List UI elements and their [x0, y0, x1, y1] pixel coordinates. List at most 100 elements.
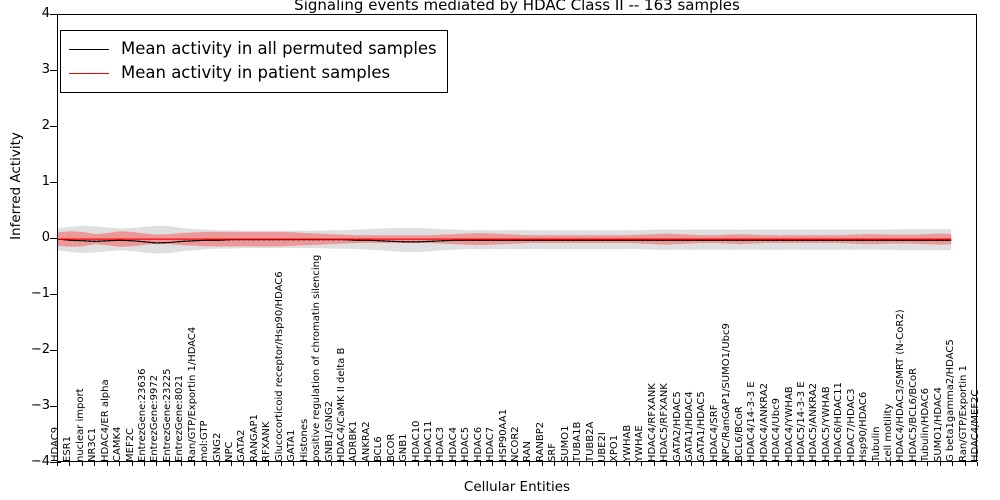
x-tick-label: HDAC4 [447, 426, 459, 462]
x-tick-mark [330, 462, 332, 466]
x-tick-label: UBE2I [597, 432, 609, 462]
x-tick-mark [927, 462, 929, 466]
y-tick-mark [50, 294, 57, 295]
x-tick-mark [579, 462, 581, 466]
x-tick-mark [566, 462, 568, 466]
x-tick-label: HDAC6 [472, 426, 484, 462]
x-tick-mark [815, 462, 817, 466]
x-tick-label: GATA1/HDAC4 [684, 391, 696, 462]
x-tick-label: HDAC4/CaMK II delta B [335, 347, 347, 462]
x-tick-label: G beta1gamma2/HDAC5 [945, 339, 957, 462]
x-tick-mark [367, 462, 369, 466]
x-tick-mark [604, 462, 606, 466]
x-tick-label: BCL6 [373, 436, 385, 462]
x-tick-mark [653, 462, 655, 466]
x-tick-mark [280, 462, 282, 466]
x-tick-label: BCL6/BCoR [733, 406, 745, 462]
x-tick-label: HDAC7/HDAC3 [845, 388, 857, 462]
x-tick-label: SUMO1 [559, 425, 571, 462]
x-tick-label: HDAC4/ANKRA2 [758, 382, 770, 462]
y-tick-mark [50, 70, 57, 71]
y-tick-mark [50, 350, 57, 351]
x-tick-mark [168, 462, 170, 466]
y-tick-label: 1 [41, 174, 50, 189]
x-tick-mark [492, 462, 494, 466]
y-tick-label: 3 [41, 62, 50, 77]
y-tick-label: 4 [41, 6, 50, 21]
x-tick-mark [827, 462, 829, 466]
x-tick-mark [106, 462, 108, 466]
x-tick-label: NPC/RanGAP1/SUMO1/Ubc9 [721, 323, 733, 462]
x-tick-mark [728, 462, 730, 466]
x-tick-label: Hsp90/HDAC6 [858, 391, 870, 462]
x-tick-mark [218, 462, 220, 466]
x-tick-label: HDAC10 [410, 420, 422, 462]
x-tick-label: cell motility [882, 403, 894, 462]
x-tick-mark [591, 462, 593, 466]
x-tick-label: EntrezGene:23225 [161, 368, 173, 462]
legend: Mean activity in all permuted samples Me… [60, 30, 448, 93]
x-tick-label: EntrezGene:23636 [137, 368, 149, 462]
x-tick-mark [231, 462, 233, 466]
x-tick-mark [641, 462, 643, 466]
x-tick-mark [305, 462, 307, 466]
x-tick-mark [318, 462, 320, 466]
y-tick-label: 0 [41, 230, 50, 245]
x-tick-mark [119, 462, 121, 466]
x-tick-label: HDAC5 [460, 426, 472, 462]
x-tick-mark [616, 462, 618, 466]
x-tick-mark [193, 462, 195, 466]
x-tick-label: HDAC9 [50, 426, 61, 462]
x-tick-label: HSP90AA1 [497, 409, 509, 462]
x-tick-label: HDAC4/ER alpha [99, 379, 111, 462]
x-tick-mark [442, 462, 444, 466]
x-tick-label: GNG2 [211, 432, 223, 462]
x-tick-label: NR3C1 [87, 427, 99, 462]
x-axis-label: Cellular Entities [463, 479, 571, 495]
y-tick-mark-inner [57, 462, 61, 463]
x-tick-label: HDAC4/Ubc9 [771, 398, 783, 462]
x-tick-label: Histones [298, 418, 310, 462]
y-tick-label: −4 [30, 454, 50, 469]
legend-item-permuted: Mean activity in all permuted samples [69, 37, 437, 61]
x-tick-mark [889, 462, 891, 466]
x-tick-mark [977, 462, 978, 466]
x-tick-label: SUMO1/HDAC4 [932, 387, 944, 462]
x-tick-label: GATA1 [286, 429, 298, 462]
x-tick-label: HDAC5/ANKRA2 [808, 382, 820, 462]
legend-label-permuted: Mean activity in all permuted samples [121, 38, 437, 58]
x-tick-label: Ran/GTP/Exportin 1/HDAC4 [186, 326, 198, 462]
x-tick-mark [852, 462, 854, 466]
x-tick-mark [778, 462, 780, 466]
x-tick-mark [417, 462, 419, 466]
x-tick-mark [342, 462, 344, 466]
x-tick-label: BCOR [385, 433, 397, 463]
x-tick-label: HDAC5/14-3-3 E [795, 381, 807, 462]
x-tick-label: HDAC5/YWHAB [820, 386, 832, 462]
x-tick-mark [206, 462, 208, 466]
x-tick-label: RAN [522, 441, 534, 462]
x-tick-label: HDAC4/SRF [708, 404, 720, 462]
page-title: Signaling events mediated by HDAC Class … [294, 0, 740, 14]
x-tick-mark [467, 462, 469, 466]
x-tick-label: GNB1 [398, 433, 410, 462]
x-tick-mark [94, 462, 96, 466]
x-tick-label: Glucocorticoid receptor/Hsp90/HDAC6 [273, 271, 285, 462]
x-tick-mark [181, 462, 183, 466]
x-tick-mark [131, 462, 133, 466]
x-tick-label: mol:GTP [199, 420, 211, 462]
x-tick-mark [914, 462, 916, 466]
x-tick-label: ESR1 [62, 436, 74, 462]
x-tick-label: GATA1/HDAC5 [696, 391, 708, 462]
y-tick-label: −3 [30, 398, 50, 413]
x-tick-mark [802, 462, 804, 466]
x-tick-mark [144, 462, 146, 466]
x-tick-label: YWHAE [634, 425, 646, 462]
x-tick-mark [541, 462, 543, 466]
x-tick-mark [454, 462, 456, 466]
x-tick-mark [355, 462, 357, 466]
plot-svg [58, 225, 952, 254]
x-tick-mark [715, 462, 717, 466]
x-tick-mark [380, 462, 382, 466]
x-tick-label: MEF2C [124, 427, 136, 462]
